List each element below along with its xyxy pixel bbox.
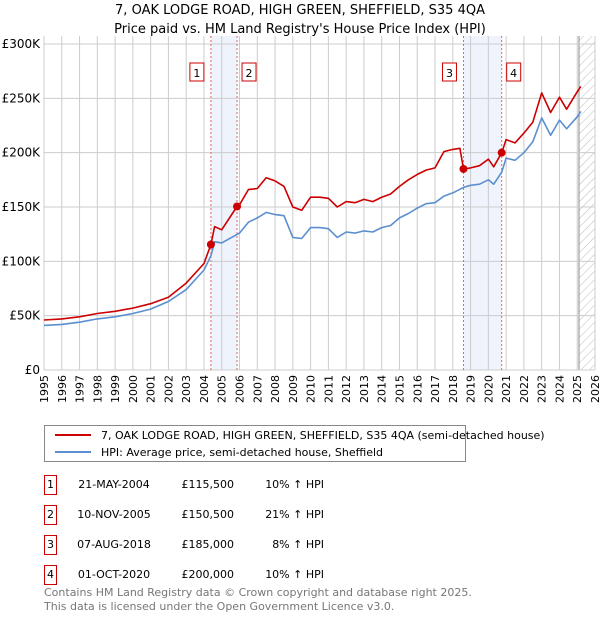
y-tick-200000: £200K <box>2 146 42 160</box>
legend-swatch-hpi <box>55 451 91 453</box>
x-tick-2000: 2000 <box>127 375 140 403</box>
sale-point-3 <box>459 164 468 173</box>
x-tick-2024: 2024 <box>553 375 566 403</box>
legend-label-property: 7, OAK LODGE ROAD, HIGH GREEN, SHEFFIELD… <box>101 428 545 442</box>
x-tick-2012: 2012 <box>340 375 353 403</box>
chart-title: 7, OAK LODGE ROAD, HIGH GREEN, SHEFFIELD… <box>115 3 485 18</box>
sale-number: 4 <box>44 565 57 585</box>
hpi-line <box>43 110 582 327</box>
sale-number: 1 <box>44 475 57 495</box>
x-tick-2015: 2015 <box>393 375 406 403</box>
sale-point-2 <box>233 202 242 211</box>
sale-marker-label-2: 2 <box>246 67 253 80</box>
footer-licence: This data is licensed under the Open Gov… <box>44 600 395 613</box>
y-tick-0: £0 <box>25 363 40 377</box>
x-tick-2005: 2005 <box>216 375 229 403</box>
x-tick-2007: 2007 <box>251 375 264 403</box>
sale-marker-box-3 <box>441 62 457 82</box>
sale-date: 21-MAY-2004 <box>78 478 150 491</box>
x-tick-2002: 2002 <box>162 375 175 403</box>
sale-marker-label-4: 4 <box>510 67 517 80</box>
sale-price: £200,000 <box>181 568 235 581</box>
x-tick-2010: 2010 <box>305 375 318 403</box>
sale-band-1-2 <box>210 36 238 370</box>
sale-price: £115,500 <box>181 478 235 491</box>
price-chart: 1995 1996 1997 1998 1999 2000 2001 2002 2003 2004… <box>2 36 600 403</box>
sale-date: 01-OCT-2020 <box>77 568 151 581</box>
x-tick-2004: 2004 <box>198 375 211 403</box>
x-tick-2022: 2022 <box>518 375 531 403</box>
sale-point-1 <box>206 240 215 249</box>
y-tick-300000: £300K <box>2 37 42 51</box>
x-tick-2011: 2011 <box>322 375 335 403</box>
sale-row: 2 10-NOV-2005 £150,500 21% ↑ HPI <box>44 505 374 525</box>
sale-row: 4 01-OCT-2020 £200,000 10% ↑ HPI <box>44 565 374 585</box>
y-tick-250000: £250K <box>2 91 42 105</box>
sale-price: £150,500 <box>181 508 235 521</box>
sale-hpi-change: 8% ↑ HPI <box>272 538 324 551</box>
sale-number: 3 <box>44 535 57 555</box>
legend-swatch-property <box>55 434 91 436</box>
y-tick-100000: £100K <box>2 254 42 268</box>
x-tick-2019: 2019 <box>465 375 478 403</box>
sale-price: £185,000 <box>181 538 235 551</box>
sale-hpi-change: 10% ↑ HPI <box>265 568 324 581</box>
sale-marker-label-3: 3 <box>446 67 453 80</box>
x-tick-2001: 2001 <box>145 375 158 403</box>
y-tick-150000: £150K <box>2 200 42 214</box>
x-tick-2018: 2018 <box>447 375 460 403</box>
x-tick-2014: 2014 <box>376 375 389 403</box>
property-price-line <box>43 85 582 321</box>
sale-date: 07-AUG-2018 <box>77 538 151 551</box>
sale-number: 2 <box>44 505 57 525</box>
x-tick-2026: 2026 <box>589 375 600 403</box>
sale-hpi-change: 10% ↑ HPI <box>265 478 324 491</box>
sale-marker-box-2 <box>241 62 257 82</box>
x-tick-2017: 2017 <box>429 375 442 403</box>
legend-label-hpi: HPI: Average price, semi-detached house,… <box>101 445 384 459</box>
x-tick-2003: 2003 <box>180 375 193 403</box>
sale-band-3-4 <box>463 36 502 370</box>
sale-point-4 <box>497 148 506 157</box>
x-tick-2025: 2025 <box>571 375 584 403</box>
x-tick-2009: 2009 <box>287 375 300 403</box>
x-tick-2021: 2021 <box>500 375 513 403</box>
sale-row: 3 07-AUG-2018 £185,000 8% ↑ HPI <box>44 535 374 555</box>
x-tick-2020: 2020 <box>482 375 495 403</box>
sale-hpi-change: 21% ↑ HPI <box>265 508 324 521</box>
x-tick-2016: 2016 <box>411 375 424 403</box>
sale-marker-box-1 <box>189 62 205 82</box>
x-tick-1995: 1995 <box>38 375 51 403</box>
x-tick-2006: 2006 <box>234 375 247 403</box>
x-tick-1997: 1997 <box>74 375 87 403</box>
y-tick-50000: £50K <box>9 309 41 323</box>
sale-row: 1 21-MAY-2004 £115,500 10% ↑ HPI <box>44 475 374 495</box>
legend-item-property: 7, OAK LODGE ROAD, HIGH GREEN, SHEFFIELD… <box>55 427 545 443</box>
sale-marker-box-4 <box>506 62 522 82</box>
footer-copyright: Contains HM Land Registry data © Crown c… <box>44 586 472 599</box>
x-tick-1998: 1998 <box>91 375 104 403</box>
forecast-hatch <box>579 36 595 370</box>
chart-subtitle: Price paid vs. HM Land Registry's House … <box>114 22 486 37</box>
x-tick-2013: 2013 <box>358 375 371 403</box>
x-tick-1996: 1996 <box>56 375 69 403</box>
legend: 7, OAK LODGE ROAD, HIGH GREEN, SHEFFIELD… <box>44 425 545 462</box>
sale-date: 10-NOV-2005 <box>77 508 151 521</box>
sale-marker-label-1: 1 <box>193 67 200 80</box>
x-tick-1999: 1999 <box>109 375 122 403</box>
x-tick-2023: 2023 <box>536 375 549 403</box>
x-tick-2008: 2008 <box>269 375 282 403</box>
legend-item-hpi: HPI: Average price, semi-detached house,… <box>55 444 383 460</box>
